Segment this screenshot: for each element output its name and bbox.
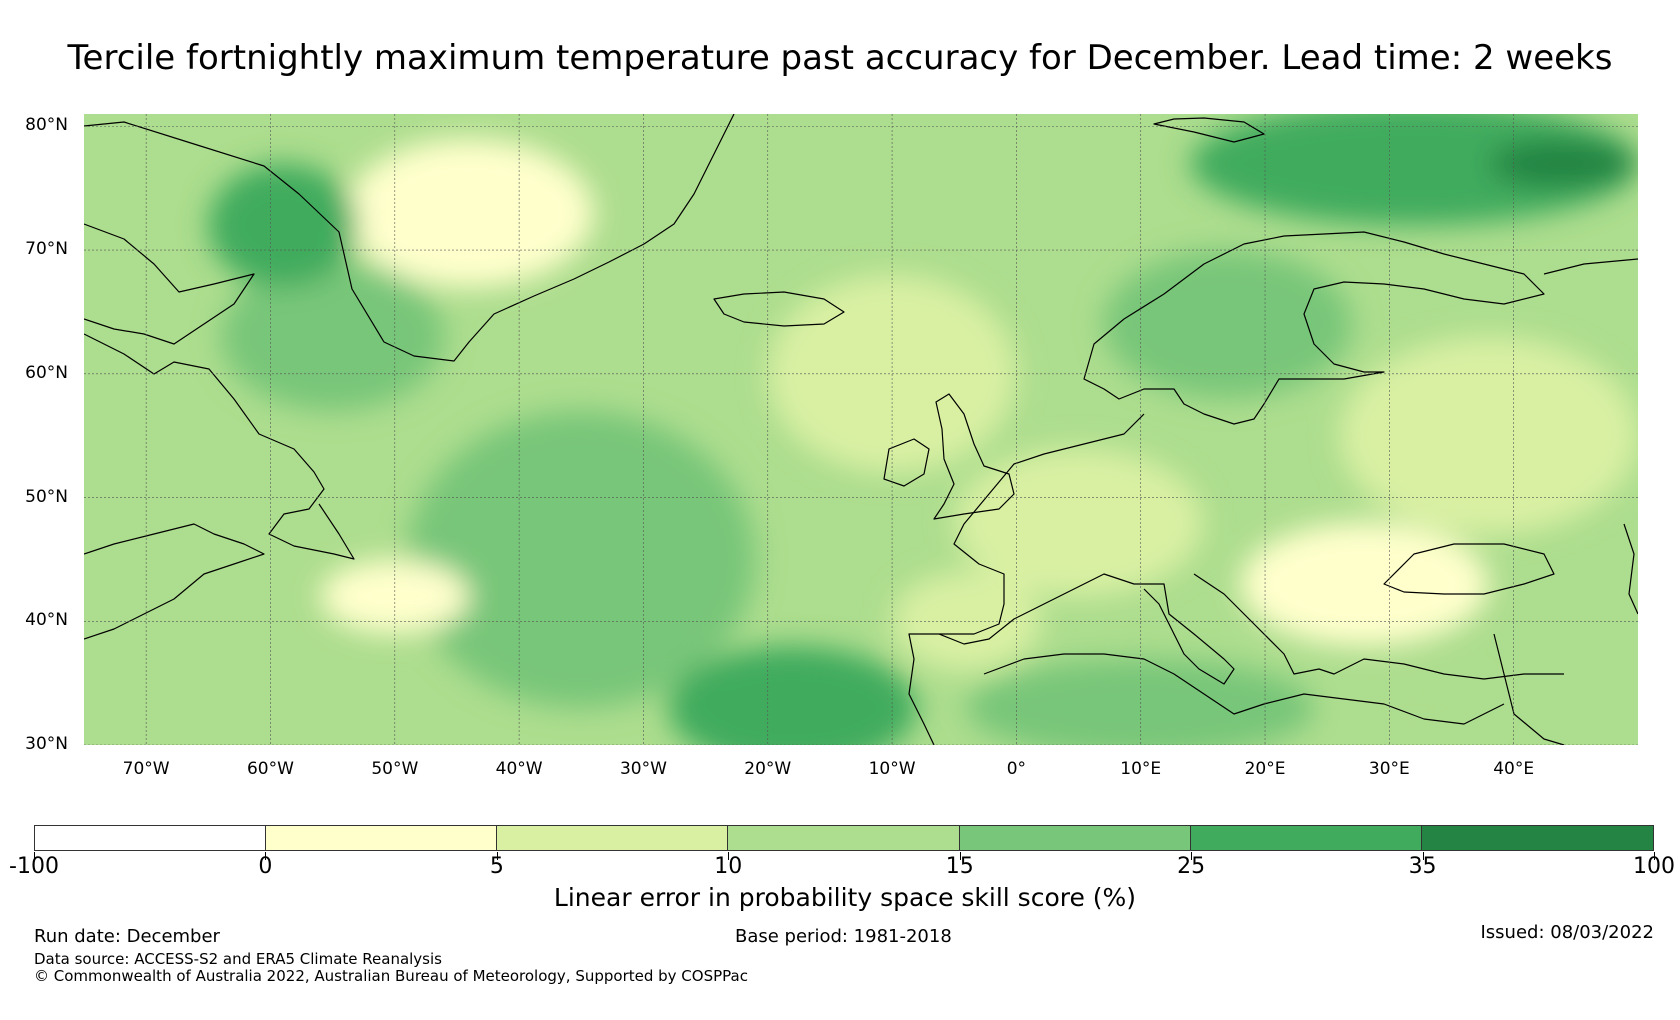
skill-map-canvas xyxy=(84,114,1638,745)
skill-region xyxy=(345,138,594,288)
colorbar-tick-mark xyxy=(1422,852,1424,860)
base-period: Base period: 1981-2018 xyxy=(735,926,952,947)
colorbar-tick-mark xyxy=(728,852,730,860)
skill-region xyxy=(320,559,470,634)
longitude-tick-label: 50°W xyxy=(371,759,419,779)
coastline-greenland xyxy=(84,114,735,362)
colorbar-tick-mark xyxy=(959,852,961,860)
skill-region xyxy=(954,448,1203,597)
colorbar-tick-label: 0 xyxy=(258,854,273,879)
coastline-scandinavia xyxy=(1083,231,1545,425)
coastline-iceland xyxy=(713,291,845,327)
skill-region xyxy=(208,163,358,288)
colorbar-tick-label: -100 xyxy=(9,854,59,879)
skill-region xyxy=(892,571,1042,671)
latitude-tick-label: 80°N xyxy=(25,115,68,136)
colorbar-segment xyxy=(497,826,729,850)
coastline-svalbard xyxy=(1153,117,1265,143)
coastline-labrador xyxy=(84,333,355,560)
skill-region xyxy=(220,262,445,411)
colorbar-tick-mark xyxy=(265,852,267,860)
colorbar-tick-label: 5 xyxy=(489,854,504,879)
longitude-tick-label: 10°E xyxy=(1120,759,1162,779)
skill-region xyxy=(966,658,1315,745)
colorbar-tick-label: 35 xyxy=(1408,854,1437,879)
coastline-europe-west xyxy=(908,413,1145,745)
coastline-balkans-turkey xyxy=(1193,573,1564,680)
colorbar-tick-label: 15 xyxy=(945,854,974,879)
coastline-levant xyxy=(1493,633,1565,745)
longitude-tick-label: 10°W xyxy=(868,759,916,779)
coastline-us-east xyxy=(84,523,265,640)
copyright: © Commonwealth of Australia 2022, Austra… xyxy=(34,967,748,985)
graticule xyxy=(84,114,1638,745)
skill-region xyxy=(1339,336,1638,535)
longitude-tick-label: 70°W xyxy=(122,759,170,779)
longitude-tick-label: 30°E xyxy=(1368,759,1410,779)
skill-region xyxy=(1103,250,1353,399)
skill-region xyxy=(668,646,917,745)
coastline-north-africa xyxy=(983,653,1505,725)
colorbar-tick-mark xyxy=(34,852,35,860)
longitude-tick-label: 30°W xyxy=(619,759,667,779)
colorbar-segment xyxy=(959,826,1191,850)
longitude-tick-label: 20°W xyxy=(744,759,792,779)
skill-region xyxy=(1488,138,1638,189)
colorbar-segment xyxy=(35,826,267,850)
run-date: Run date: December xyxy=(34,926,220,947)
colorbar-tick-label: 10 xyxy=(714,854,743,879)
colorbar-segment xyxy=(1190,826,1422,850)
coastline-great-britain xyxy=(933,393,1015,520)
skill-field-regions xyxy=(208,114,1638,745)
colorbar-segment xyxy=(728,826,960,850)
colorbar-tick-label: 25 xyxy=(1177,854,1206,879)
coastline-ireland xyxy=(883,438,930,487)
data-source: Data source: ACCESS-S2 and ERA5 Climate … xyxy=(34,950,442,968)
longitude-tick-label: 40°E xyxy=(1493,759,1535,779)
longitude-tick-label: 20°E xyxy=(1244,759,1286,779)
coastline-arctic-russia xyxy=(1543,258,1638,275)
latitude-tick-label: 50°N xyxy=(25,486,68,507)
skill-map xyxy=(84,114,1638,745)
issued-date: Issued: 08/03/2022 xyxy=(1480,922,1654,943)
colorbar-segment xyxy=(1421,826,1653,850)
skill-region xyxy=(1339,670,1489,745)
coastline-black-sea xyxy=(1383,543,1555,595)
longitude-tick-label: 60°W xyxy=(246,759,294,779)
latitude-tick-label: 30°N xyxy=(25,734,68,754)
colorbar-segment xyxy=(266,826,498,850)
latitude-tick-label: 40°N xyxy=(25,610,68,631)
coastline-caspian xyxy=(1623,523,1638,615)
skill-region xyxy=(1190,114,1638,226)
coastline-mediterranean-north xyxy=(938,573,1235,685)
coastline-baffin xyxy=(84,223,255,345)
skill-region xyxy=(1240,522,1489,647)
colorbar-tick-mark xyxy=(1191,852,1193,860)
map-title: Tercile fortnightly maximum temperature … xyxy=(67,38,1613,78)
latitude-tick-label: 70°N xyxy=(25,239,68,260)
longitude-tick-label: 40°W xyxy=(495,759,543,779)
colorbar-tick-mark xyxy=(1654,852,1655,860)
colorbar-tick-mark xyxy=(496,852,498,860)
coastlines xyxy=(84,114,1638,745)
longitude-tick-label: 0° xyxy=(1006,759,1027,779)
colorbar-title: Linear error in probability space skill … xyxy=(553,883,1137,912)
skill-region xyxy=(407,410,756,708)
colorbar-tick-label: 100 xyxy=(1633,854,1675,879)
latitude-tick-label: 60°N xyxy=(25,362,68,383)
colorbar xyxy=(34,825,1654,851)
